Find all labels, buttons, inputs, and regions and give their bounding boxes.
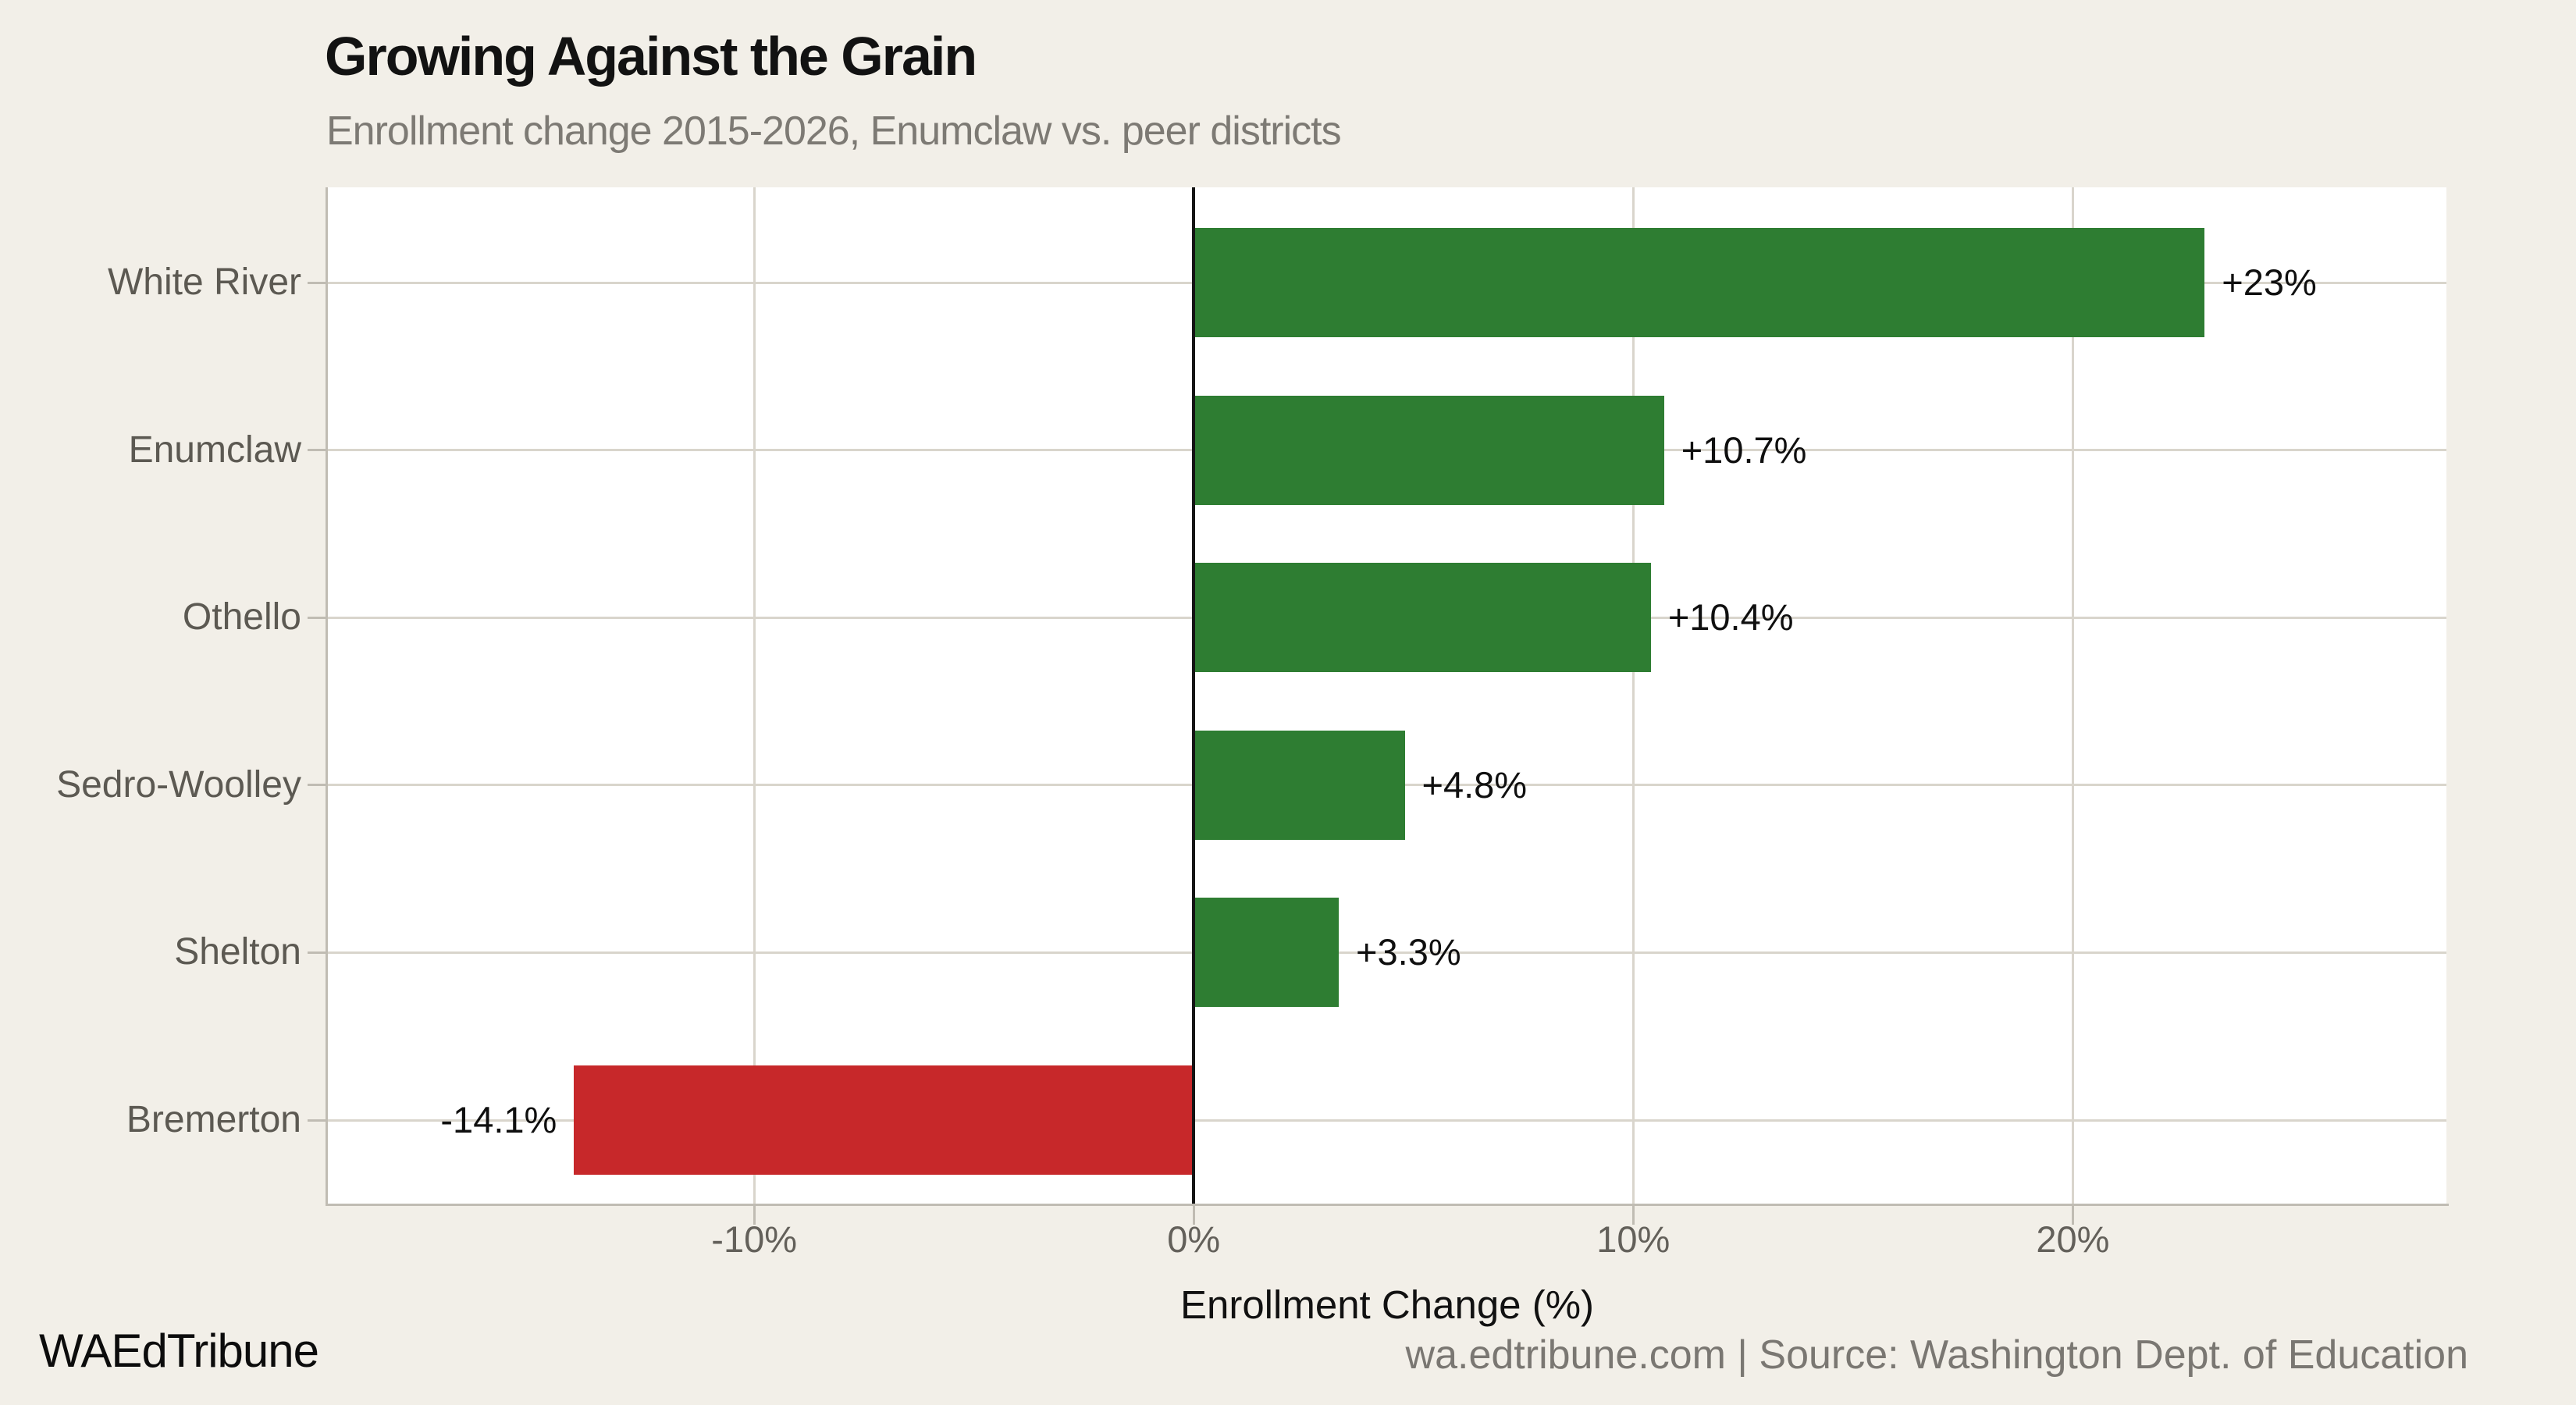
- y-axis-label: Shelton: [174, 931, 301, 973]
- bar-sedro-woolley: [1194, 730, 1405, 840]
- bar-white-river: [1194, 228, 2205, 337]
- y-tick-mark: [308, 1119, 328, 1122]
- x-tick-mark: [753, 1206, 756, 1225]
- x-tick-label: 20%: [2036, 1218, 2110, 1260]
- bar-enumclaw: [1194, 395, 1664, 505]
- bar-value-label: +3.3%: [1356, 931, 1461, 973]
- y-axis-label: White River: [107, 261, 301, 303]
- y-axis-label: Othello: [182, 596, 301, 638]
- x-tick-mark: [1631, 1206, 1635, 1225]
- y-axis-label: Bremerton: [126, 1099, 301, 1140]
- x-tick-mark: [1192, 1206, 1195, 1225]
- bar-othello: [1194, 563, 1651, 673]
- plot-area: +23% +10.7% +10.4% +4.8% +3.3% -14.1%: [328, 187, 2446, 1204]
- v-gridline: [1631, 187, 1635, 1204]
- x-tick-mark: [2071, 1206, 2074, 1225]
- y-tick-mark: [308, 784, 328, 787]
- bar-shelton: [1194, 898, 1340, 1008]
- y-tick-mark: [308, 281, 328, 284]
- bar-value-label: +10.7%: [1681, 429, 1807, 471]
- chart-subtitle: Enrollment change 2015-2026, Enumclaw vs…: [326, 108, 1342, 154]
- v-gridline: [753, 187, 756, 1204]
- y-axis-line: [326, 187, 328, 1206]
- x-tick-label: 0%: [1167, 1218, 1221, 1260]
- source-attribution: wa.edtribune.com | Source: Washington De…: [1405, 1332, 2468, 1378]
- y-tick-mark: [308, 616, 328, 619]
- bar-value-label: +4.8%: [1421, 763, 1528, 806]
- brand-wordmark: WAEdTribune: [39, 1325, 319, 1377]
- zero-baseline: [1192, 187, 1196, 1204]
- v-gridline: [2071, 187, 2074, 1204]
- y-axis-label: Enumclaw: [128, 429, 301, 471]
- bar-value-label: +10.4%: [1667, 596, 1794, 638]
- x-tick-label: 10%: [1596, 1218, 1670, 1260]
- x-axis-line: [326, 1204, 2449, 1206]
- h-gridline: [328, 1119, 2446, 1122]
- y-axis-label: Sedro-Woolley: [56, 763, 301, 806]
- bar-value-label: -14.1%: [440, 1099, 557, 1140]
- y-tick-mark: [308, 449, 328, 452]
- x-axis-title: Enrollment Change (%): [1179, 1282, 1595, 1327]
- x-tick-label: -10%: [711, 1218, 798, 1260]
- bar-bremerton: [574, 1065, 1194, 1175]
- bar-value-label: +23%: [2222, 261, 2317, 303]
- chart-title: Growing Against the Grain: [325, 26, 977, 87]
- h-gridline: [328, 951, 2446, 954]
- y-tick-mark: [308, 951, 328, 954]
